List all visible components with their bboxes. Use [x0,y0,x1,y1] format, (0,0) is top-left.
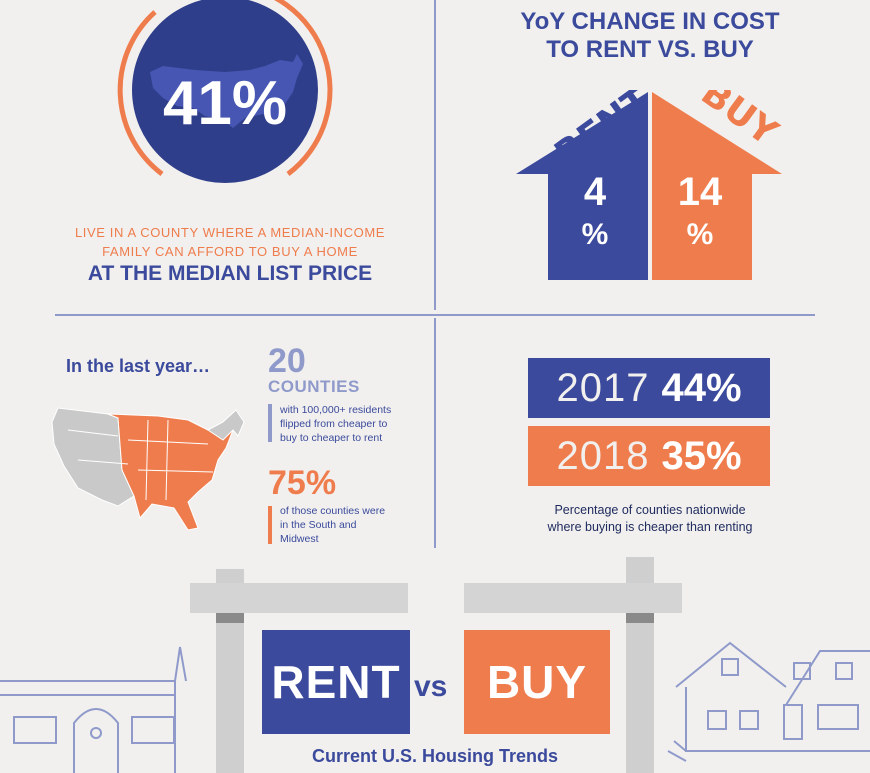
year-label: 2017 [556,365,650,410]
afford-text-line1: LIVE IN A COUNTY WHERE A MEDIAN-INCOME [74,225,386,240]
yoy-title: YoY CHANGE IN COST TO RENT VS. BUY [520,8,780,63]
year-row-2018: 2018 35% [528,426,770,486]
us-map-silhouette-icon [150,54,303,128]
last-year-heading: In the last year… [66,356,211,376]
map-grid-lines [67,419,214,501]
horizontal-divider [55,314,815,316]
map-northeast-region [207,409,245,441]
buy-change-value: 14 [677,170,723,214]
counties-caption-line1: Percentage of counties nationwide [554,503,746,517]
sign-posts-graphic [0,557,870,773]
year-percent: 44% [661,365,742,410]
counties-caption-line2: where buying is cheaper than renting [547,520,753,534]
afford-text-line3: AT THE MEDIAN LIST PRICE [87,262,373,285]
south-midwest-percent: 75% [268,464,337,502]
left-crossbar [190,583,408,613]
right-post-band [626,613,654,623]
housing-trends-caption: Current U.S. Housing Trends [311,746,559,766]
flipped-counties-unit: COUNTIES [268,377,360,396]
year-label: 2018 [556,433,650,478]
year-percent: 35% [661,433,742,478]
year-row-2017: 2017 44% [528,358,770,418]
rent-change-unit: % [581,218,609,251]
rent-sign: RENT [262,630,410,734]
rent-change-value: 4 [583,170,607,214]
stat1-desc-line3: buy to cheaper to rent [280,432,383,444]
right-crossbar [464,583,682,613]
stat1-desc-line2: flipped from cheaper to [280,418,388,430]
left-house-line-art [0,646,187,773]
ring-progress-left [117,10,164,176]
stat1-accent-bar [268,404,272,442]
buy-house-shape [652,92,782,280]
afford-text-line2: FAMILY CAN AFFORD TO BUY A HOME [102,244,358,259]
us-county-map [51,407,245,531]
stat2-desc-line1: of those counties were [280,505,386,517]
stat2-accent-bar [268,506,272,544]
buy-sign: BUY [464,630,610,734]
rent-house-shape [516,92,648,280]
counties-caption: Percentage of counties nationwide where … [520,502,780,536]
flipped-counties-number: 20 [268,342,306,380]
buy-change-unit: % [686,218,714,251]
stat2-desc-line3: Midwest [280,533,319,545]
vertical-divider-middle [434,318,436,548]
ring-progress [273,0,333,176]
stat1-desc-line1: with 100,000+ residents [280,404,392,416]
map-west-region [51,407,135,507]
afford-percent: 41% [162,69,288,138]
afford-ring-graphic [117,0,333,198]
left-post-band [216,613,244,623]
vs-label: vs [414,670,448,703]
stat2-desc-line2: in the South and [280,519,357,531]
rent-buy-house-graphic: RENT BUY [516,90,784,280]
right-house-line-art [667,641,870,762]
vertical-divider-top [434,0,436,310]
